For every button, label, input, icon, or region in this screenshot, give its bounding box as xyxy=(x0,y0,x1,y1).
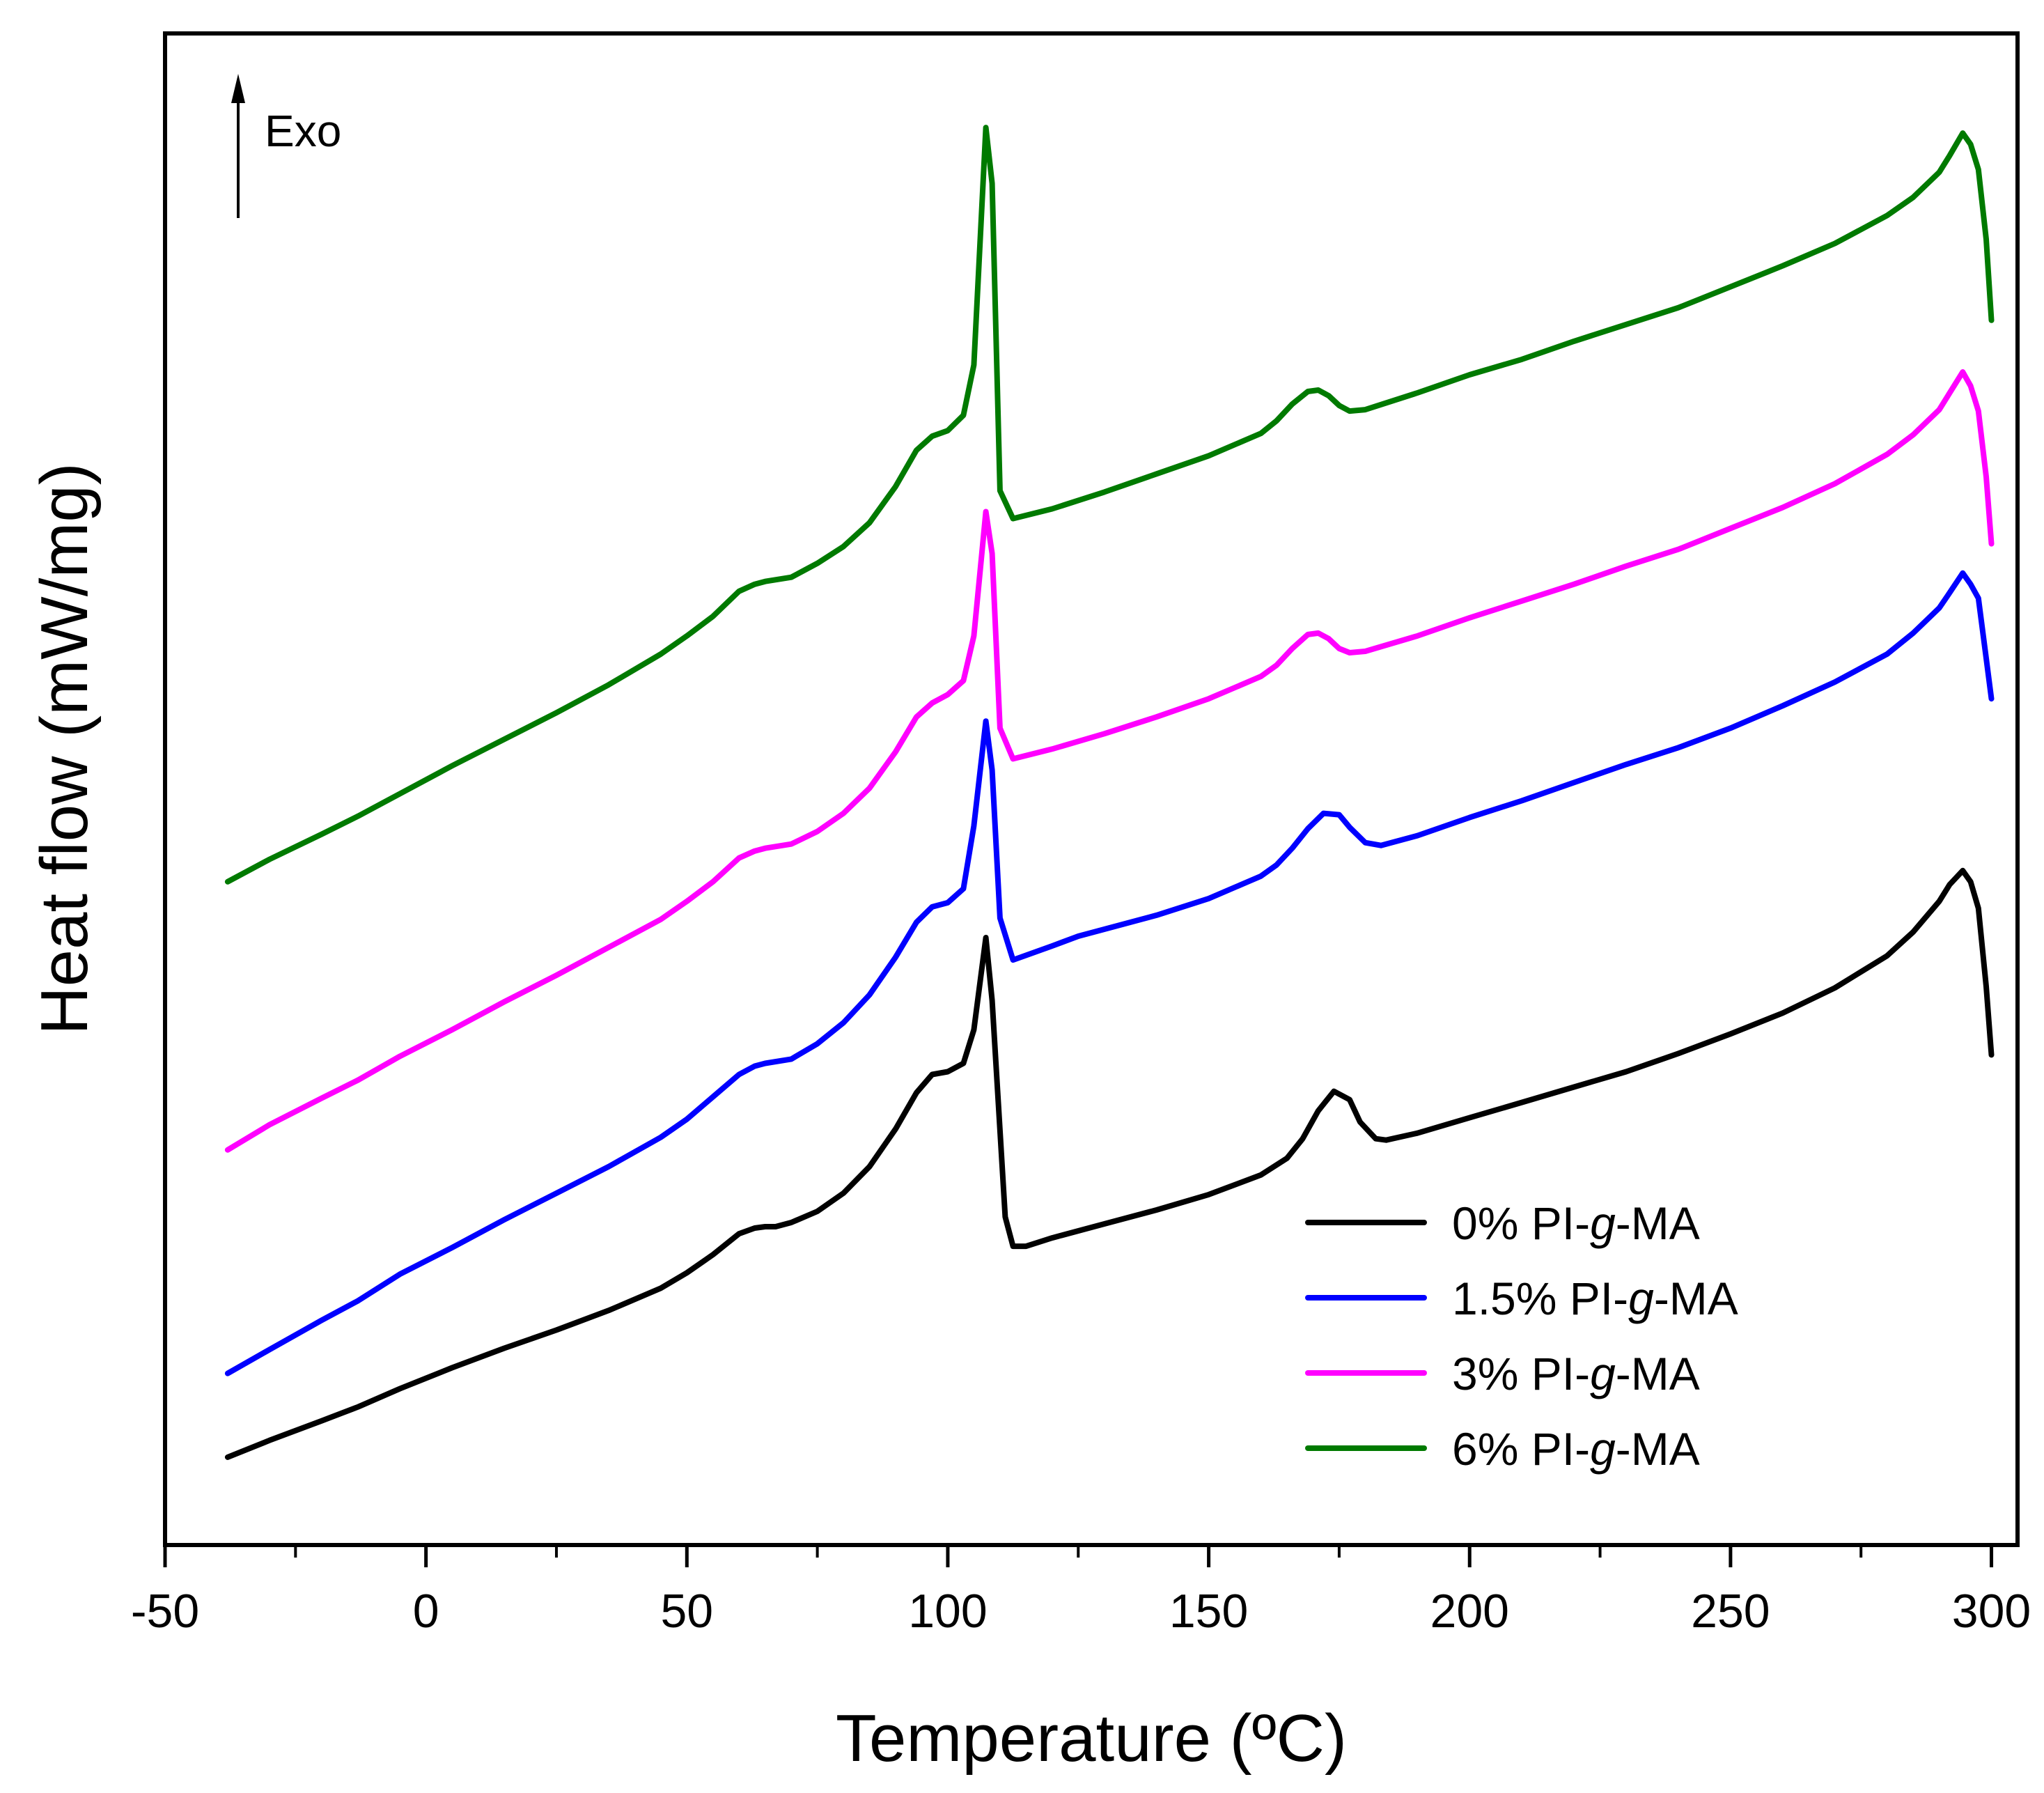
y-axis-title: Heat flow (mW/mg) xyxy=(27,463,102,1034)
x-tick-label: 50 xyxy=(660,1585,713,1638)
legend-label: 0% PI-g-MA xyxy=(1452,1197,1700,1249)
x-tick-label: 200 xyxy=(1430,1585,1509,1638)
x-tick-label: 100 xyxy=(908,1585,987,1638)
legend-label: 3% PI-g-MA xyxy=(1452,1348,1700,1399)
legend-label: 1.5% PI-g-MA xyxy=(1452,1273,1738,1324)
x-tick-label: 300 xyxy=(1952,1585,2031,1638)
x-tick-label: -50 xyxy=(131,1585,199,1638)
x-axis-ticks: -50 0 50 100 150 200 250 300 xyxy=(131,1545,2031,1638)
exo-arrow-icon xyxy=(231,74,245,103)
legend: 0% PI-g-MA 1.5% PI-g-MA 3% PI-g-MA 6% PI-g-… xyxy=(1305,1197,1738,1475)
data-curves xyxy=(224,125,1995,1460)
series-line-2 xyxy=(224,369,1995,1153)
series-line-3 xyxy=(224,125,1995,885)
exo-label: Exo xyxy=(265,106,341,156)
series-line-1 xyxy=(224,570,1995,1376)
x-tick-label: 0 xyxy=(413,1585,439,1638)
x-axis-title: Temperature (ºC) xyxy=(836,1701,1347,1776)
x-tick-label: 250 xyxy=(1691,1585,1770,1638)
plot-frame xyxy=(163,31,2020,1547)
x-tick-label: 150 xyxy=(1169,1585,1248,1638)
legend-label: 6% PI-g-MA xyxy=(1452,1423,1700,1475)
series-line-0 xyxy=(224,867,1995,1460)
exo-annotation: Exo xyxy=(231,74,341,218)
